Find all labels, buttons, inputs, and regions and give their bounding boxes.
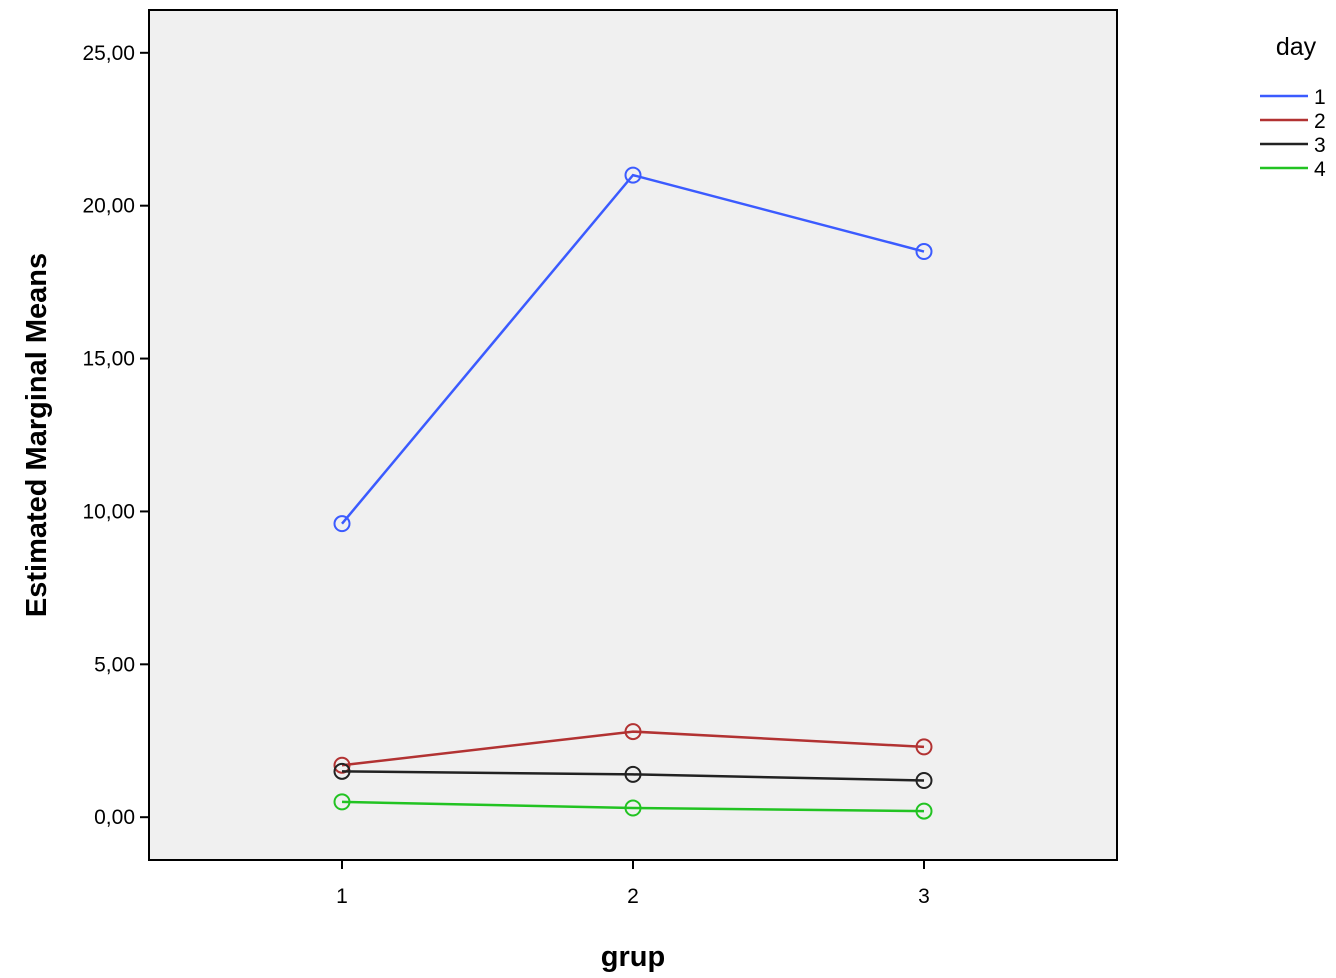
legend-label-day-3: 3 [1314, 134, 1326, 157]
series-line-day-4 [341, 800, 925, 813]
y-axis: 0,00 5,00 10,00 15,00 20,00 25,00 [82, 42, 149, 829]
series-line-day-3 [341, 770, 925, 782]
y-tick-label: 20,00 [82, 195, 135, 218]
y-tick-label: 10,00 [82, 500, 135, 523]
data-point-day-1-grup-3 [915, 243, 933, 261]
series-layer [333, 166, 933, 820]
data-point-day-3-grup-2 [624, 765, 642, 783]
y-tick-label: 25,00 [82, 42, 135, 65]
x-tick-label: 1 [336, 885, 348, 908]
series-line-day-2 [341, 730, 925, 767]
x-axis-title: grup [601, 941, 665, 973]
data-point-day-1-grup-2 [624, 166, 642, 184]
series-line-day-1 [341, 173, 925, 525]
x-tick-label: 2 [627, 885, 639, 908]
legend-label-day-2: 2 [1314, 110, 1326, 133]
data-point-day-1-grup-1 [333, 515, 351, 533]
legend-label-day-1: 1 [1314, 86, 1326, 109]
data-point-day-3-grup-3 [915, 772, 933, 790]
y-axis-title: Estimated Marginal Means [21, 253, 53, 617]
data-point-day-2-grup-3 [915, 738, 933, 756]
x-tick-label: 3 [918, 885, 930, 908]
data-point-day-4-grup-3 [915, 802, 933, 820]
legend-title: day [1276, 33, 1317, 61]
y-tick-label: 5,00 [94, 653, 135, 676]
legend-label-day-4: 4 [1314, 158, 1326, 181]
x-axis: 1 2 3 [336, 860, 930, 908]
plot-area [148, 9, 1118, 861]
data-point-day-2-grup-1 [333, 756, 351, 774]
data-point-day-4-grup-2 [624, 799, 642, 817]
data-point-day-4-grup-1 [333, 793, 351, 811]
data-point-day-3-grup-1 [333, 762, 351, 780]
y-tick-label: 15,00 [82, 348, 135, 371]
y-tick-label: 0,00 [94, 806, 135, 829]
data-point-day-2-grup-2 [624, 723, 642, 741]
